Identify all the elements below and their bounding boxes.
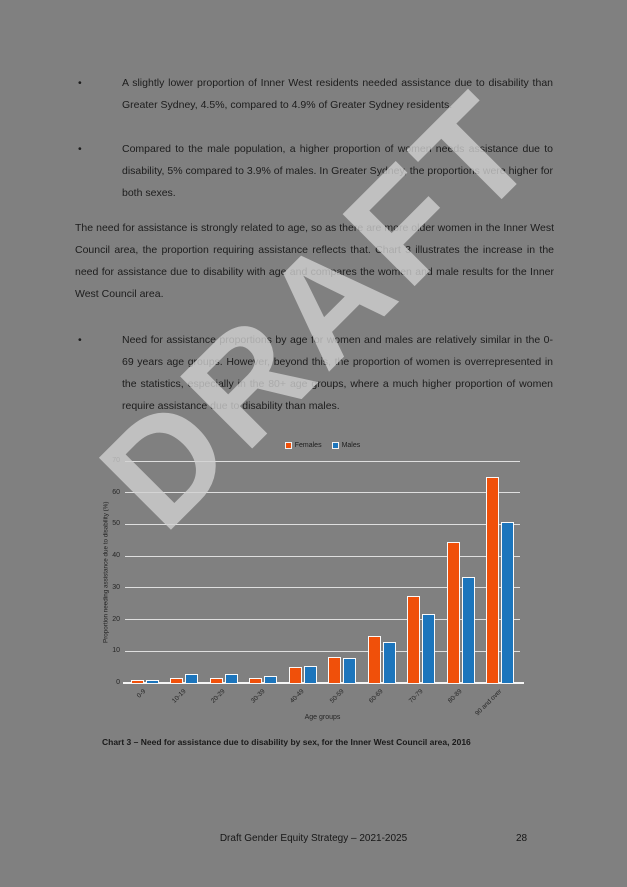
x-axis-tick-label: 40-49 [288,688,306,705]
chart: Females Males Proportion needing assistan… [100,438,540,738]
gridline [125,523,520,525]
gridline [125,587,520,589]
gridline [125,650,520,652]
x-axis-title: Age groups [304,714,341,721]
bar-males-20-29 [224,674,238,683]
x-axis-tick-label: 90 and over [473,688,504,718]
bar-females-20-29 [209,678,223,683]
bar-males-80-89 [461,577,475,683]
legend-label: Females [294,442,322,449]
bar-females-80-89 [446,541,460,683]
x-axis-line [123,682,524,684]
y-axis-tick-label: 20 [112,615,120,623]
gridline [125,492,520,494]
y-axis-tick-label: 60 [112,488,120,496]
legend-item: Males [331,442,361,449]
x-axis-tick-label: 80-89 [446,688,464,705]
x-axis-tick-label: 70-79 [407,688,425,705]
bullet-list-bottom: • Need for assistance proportions by age… [75,329,553,417]
bar-males-40-49 [303,665,317,683]
bar-males-50-59 [343,658,357,683]
bar-females-90 and over [486,477,500,683]
legend-label: Males [341,442,361,449]
bar-females-60-69 [367,635,381,683]
x-axis-tick-label: 30-39 [249,688,267,705]
gridline [125,555,520,557]
bullet-icon: • [78,143,82,155]
bar-females-50-59 [328,656,342,683]
legend-swatch [284,442,292,449]
body-paragraph: The need for assistance is strongly rela… [75,222,554,300]
bar-females-40-49 [288,666,302,683]
list-item: • Compared to the male population, a hig… [75,138,553,204]
bullet-icon: • [78,334,82,346]
footer-title: Draft Gender Equity Strategy – 2021-2025 [219,833,408,844]
y-axis-tick-label: 30 [112,583,120,591]
list-item: • A slightly lower proportion of Inner W… [75,72,553,116]
y-axis-tick-label: 0 [116,679,120,686]
bar-females-0-9 [130,680,144,683]
bar-females-70-79 [407,595,421,683]
bullet-text: A slightly lower proportion of Inner Wes… [122,77,553,111]
bar-males-90 and over [501,521,515,683]
bar-females-10-19 [170,677,184,683]
bar-males-30-39 [264,676,278,683]
bullet-text: Need for assistance proportions by age f… [122,334,553,412]
x-axis-tick-label: 60-69 [367,688,385,705]
x-axis-tick-label: 10-19 [170,688,188,705]
bullet-text: Compared to the male population, a highe… [122,143,553,199]
x-axis-tick-label: 20-29 [209,688,227,705]
bullet-list-top: • A slightly lower proportion of Inner W… [75,72,553,204]
bar-males-10-19 [185,674,199,683]
x-axis-tick-label: 50-59 [328,688,346,705]
plot-area [123,460,524,684]
footer-page-number: 28 [516,833,528,844]
y-axis-tick-label: 40 [112,552,120,560]
gridline [125,460,520,462]
bar-males-70-79 [422,614,436,683]
chart-caption: Chart 3 – Need for assistance due to dis… [102,737,471,747]
bar-males-0-9 [145,680,159,683]
y-axis-tick-label: 10 [112,647,120,655]
y-axis-tick-label: 70 [112,457,120,464]
x-axis-tick-label: 0-9 [136,688,148,700]
legend-swatch [331,442,339,449]
gridline [125,619,520,621]
list-item: • Need for assistance proportions by age… [75,329,553,417]
y-axis-tick-label: 50 [112,520,120,528]
bullet-icon: • [78,77,82,89]
chart-legend: Females Males [125,442,520,449]
bar-females-30-39 [249,677,263,683]
bar-males-60-69 [382,642,396,683]
legend-item: Females [284,442,322,449]
